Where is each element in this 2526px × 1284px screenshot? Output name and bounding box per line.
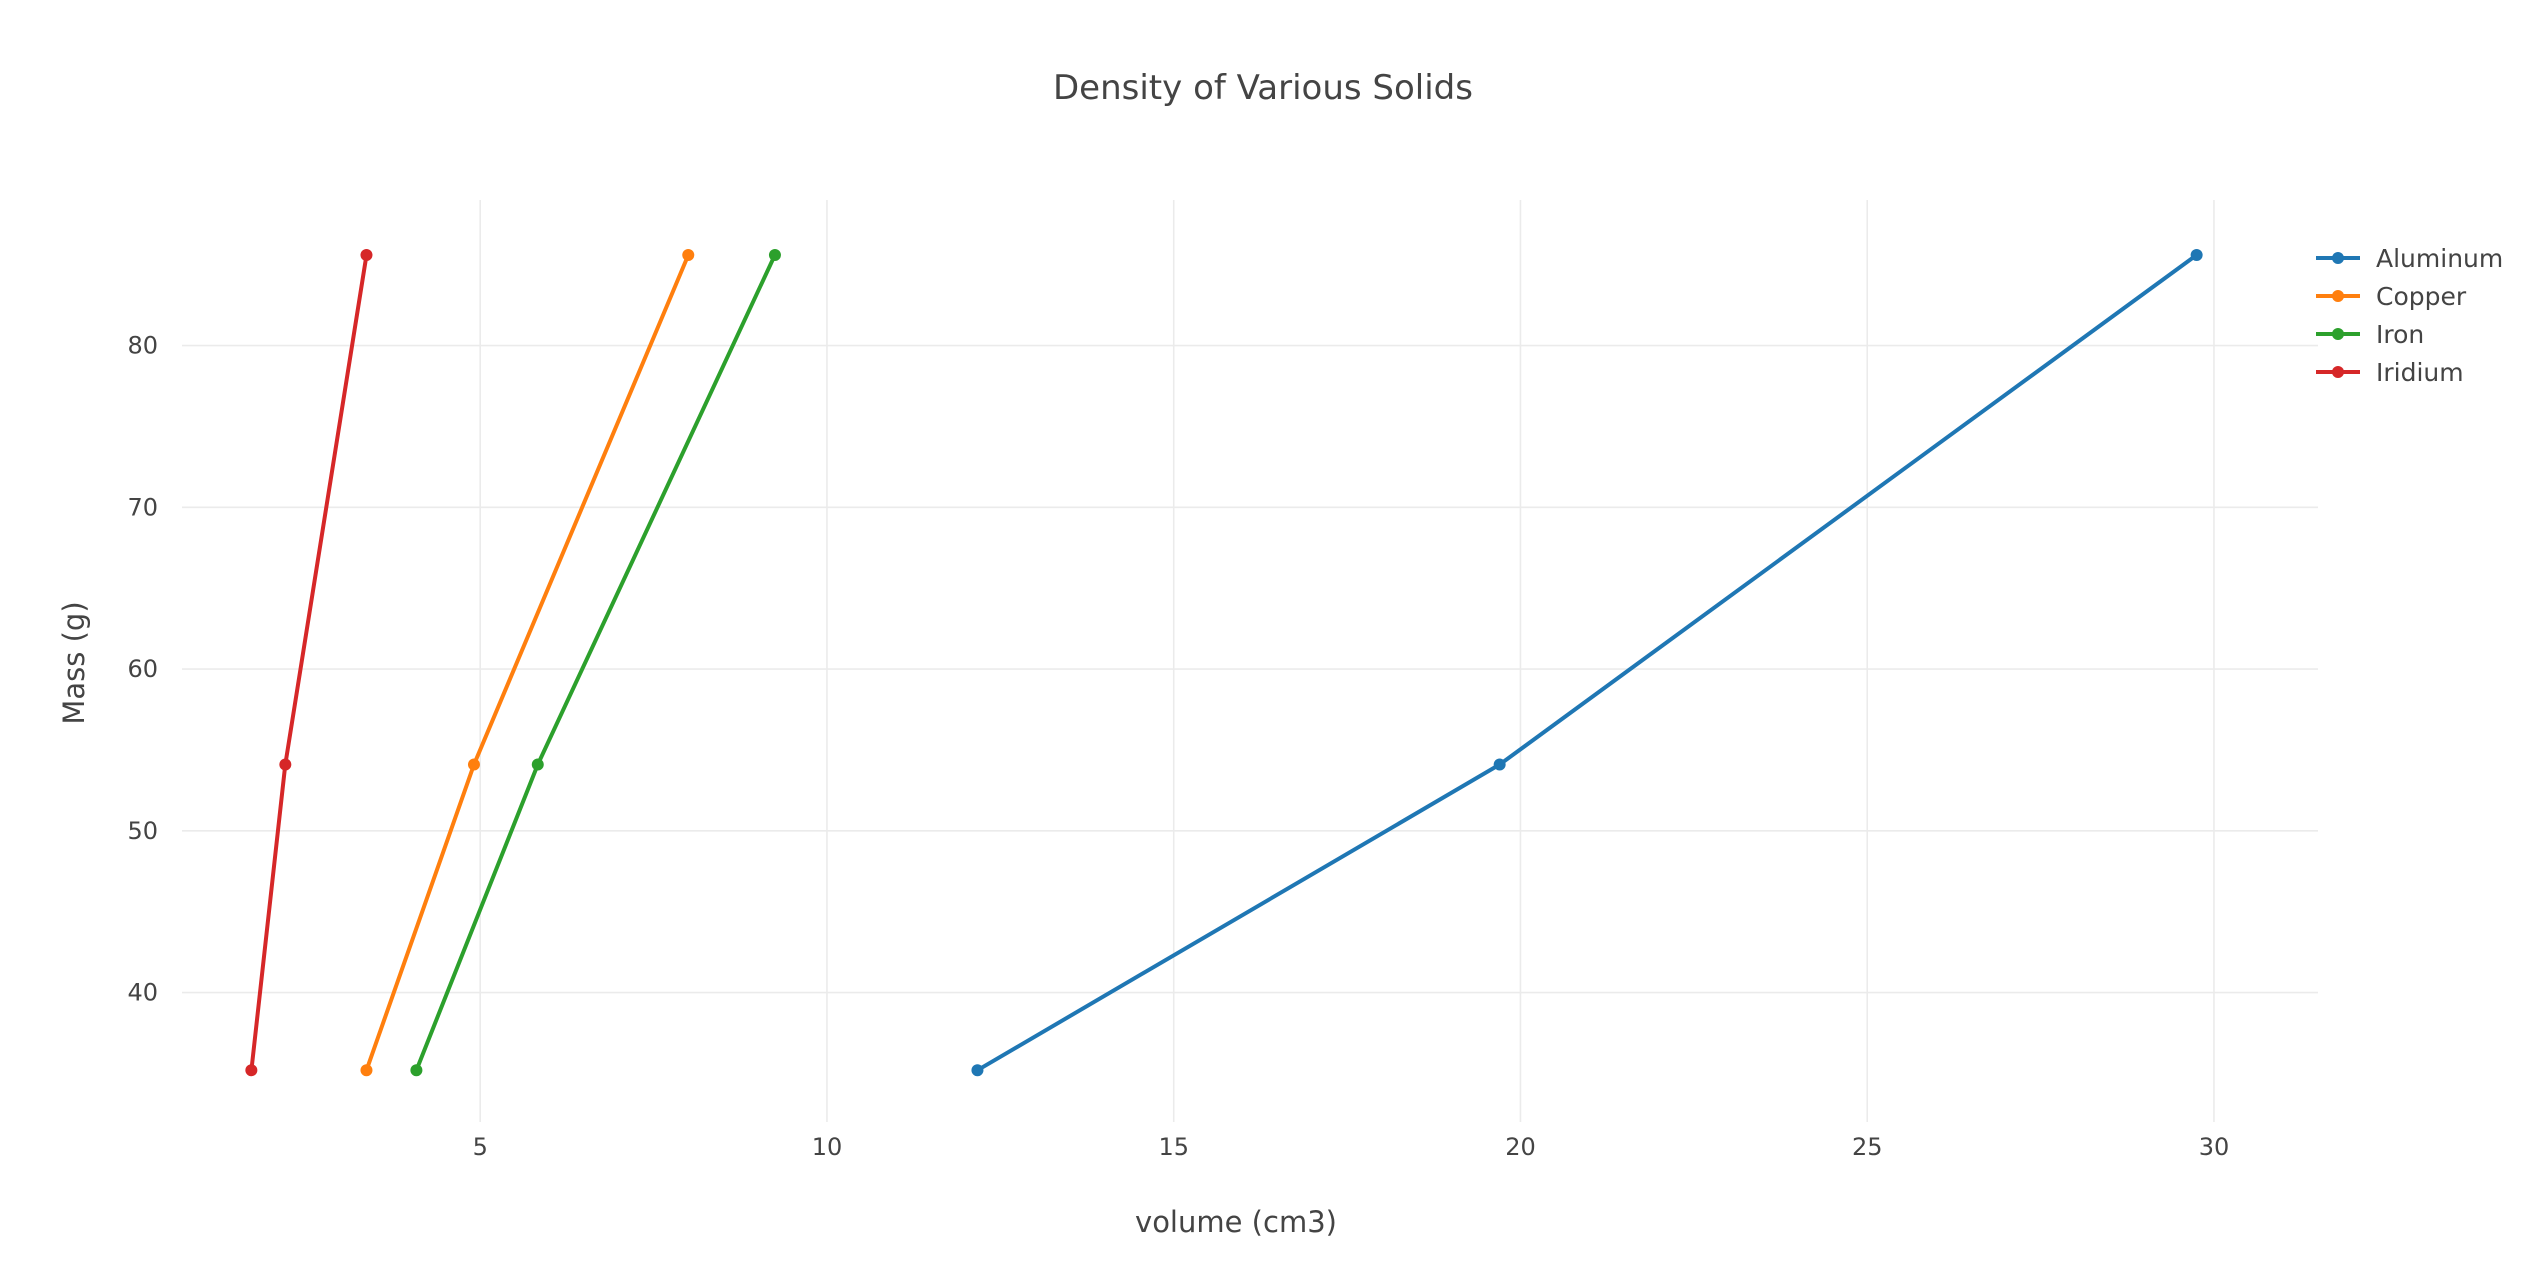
series-line[interactable] [414, 254, 777, 1071]
y-tick-label: 60 [127, 655, 158, 683]
y-tick-label: 80 [127, 332, 158, 360]
plot-area [245, 248, 2203, 1077]
legend-item-aluminum[interactable]: Aluminum [2316, 244, 2503, 273]
x-tick-label: 10 [812, 1133, 843, 1161]
chart-title: Density of Various Solids [1053, 68, 1473, 108]
legend-label: Aluminum [2376, 244, 2503, 273]
series-aluminum[interactable] [971, 248, 2203, 1077]
y-axis-ticks: 40 50 60 70 80 [127, 332, 158, 1007]
data-point[interactable] [1493, 758, 1506, 771]
legend[interactable]: Aluminum Copper Iron Iridium [2316, 244, 2503, 387]
series-line[interactable] [249, 254, 369, 1071]
series-iridium[interactable] [245, 248, 373, 1077]
x-tick-label: 5 [473, 1133, 488, 1161]
legend-item-iron[interactable]: Iron [2316, 320, 2424, 349]
data-point[interactable] [279, 758, 292, 771]
series-iron[interactable] [410, 248, 781, 1077]
legend-label: Copper [2376, 282, 2467, 311]
y-axis-title: Mass (g) [57, 601, 91, 724]
series-line[interactable] [976, 253, 2198, 1072]
legend-item-copper[interactable]: Copper [2316, 282, 2467, 311]
legend-swatch-marker [2332, 328, 2344, 340]
series-line[interactable] [364, 254, 691, 1071]
data-point[interactable] [245, 1064, 258, 1077]
data-point[interactable] [360, 1064, 373, 1077]
x-axis-ticks: 5 10 15 20 25 30 [473, 1133, 2230, 1161]
legend-swatch-marker [2332, 366, 2344, 378]
y-tick-label: 70 [127, 493, 158, 521]
data-point[interactable] [360, 248, 373, 261]
x-tick-label: 30 [2199, 1133, 2230, 1161]
legend-item-iridium[interactable]: Iridium [2316, 358, 2464, 387]
x-tick-label: 15 [1158, 1133, 1189, 1161]
data-point[interactable] [467, 758, 480, 771]
grid-lines [182, 200, 2318, 1122]
x-axis-title: volume (cm3) [1135, 1205, 1337, 1239]
data-point[interactable] [971, 1064, 984, 1077]
x-tick-label: 20 [1505, 1133, 1536, 1161]
data-point[interactable] [531, 758, 544, 771]
y-tick-label: 50 [127, 817, 158, 845]
data-point[interactable] [410, 1064, 423, 1077]
x-tick-label: 25 [1852, 1133, 1883, 1161]
legend-label: Iridium [2376, 358, 2464, 387]
legend-swatch-marker [2332, 252, 2344, 264]
legend-label: Iron [2376, 320, 2424, 349]
data-point[interactable] [768, 248, 781, 261]
legend-swatch-marker [2332, 290, 2344, 302]
data-point[interactable] [2190, 248, 2203, 261]
series-copper[interactable] [360, 248, 695, 1077]
y-tick-label: 40 [127, 979, 158, 1007]
data-point[interactable] [682, 248, 695, 261]
